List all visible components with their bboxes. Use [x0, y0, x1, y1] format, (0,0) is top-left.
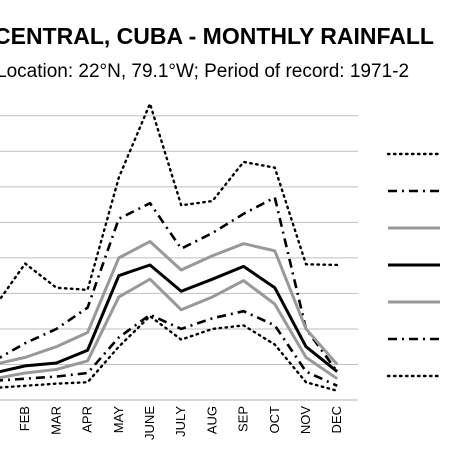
x-tick-label: JUNE — [142, 406, 157, 440]
x-tick-label: APR — [80, 406, 95, 433]
x-tick-labels: FEB MAR APR MAY JUNE JULY AUG SEP OCT NOV DEC — [17, 406, 344, 440]
x-tick-label: DEC — [329, 406, 344, 433]
series-line-5 — [0, 277, 339, 380]
legend — [386, 152, 442, 378]
series-line-3 — [0, 240, 339, 366]
series-line-2 — [0, 196, 339, 373]
series-line-1 — [0, 102, 339, 302]
series-line-7 — [0, 314, 339, 392]
x-tick-label: SEP — [236, 406, 251, 432]
chart-subtitle: Location: 22°N, 79.1°W; Period of record… — [0, 61, 410, 82]
x-tick-label: MAR — [48, 406, 63, 435]
x-tick-label: JULY — [173, 406, 188, 437]
x-tick-label: NOV — [298, 406, 313, 435]
x-tick-label: MAY — [111, 406, 126, 434]
x-tick-label: OCT — [267, 406, 282, 434]
x-tick-label: FEB — [17, 406, 32, 431]
chart-title: CENTRAL, CUBA - MONTHLY RAINFALL — [0, 23, 434, 49]
series-line-6 — [0, 309, 338, 387]
series-lines — [0, 102, 339, 392]
x-tick-label: AUG — [204, 406, 219, 434]
series-line-4 — [0, 263, 339, 374]
